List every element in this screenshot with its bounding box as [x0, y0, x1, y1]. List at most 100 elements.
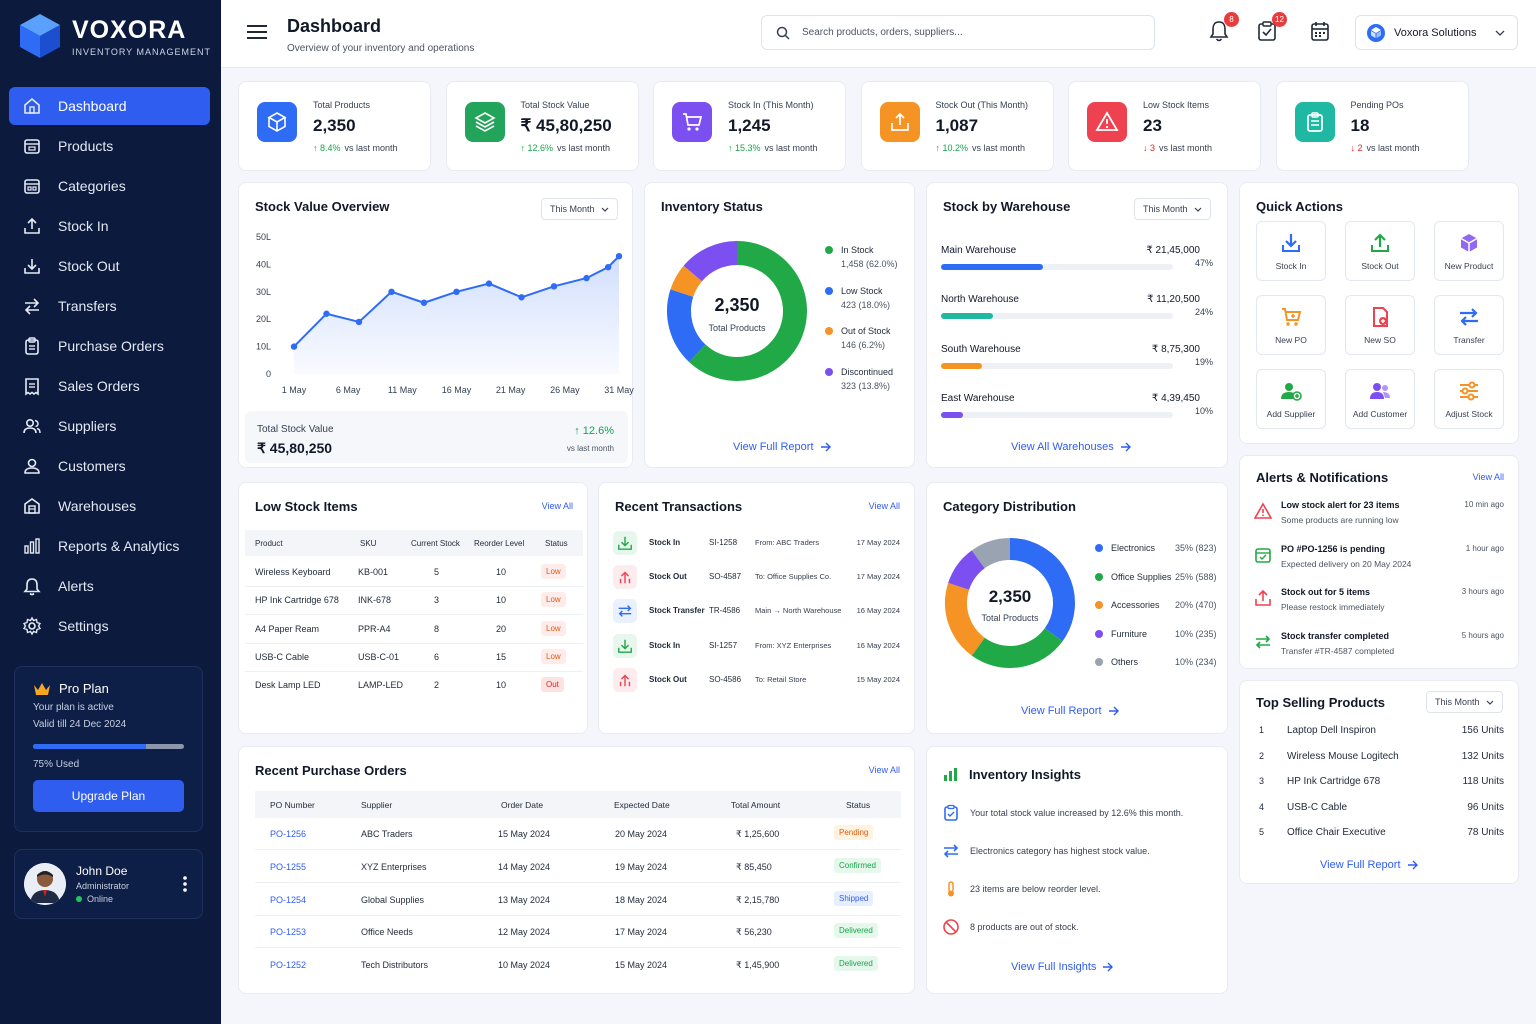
calendar-button[interactable] — [1310, 20, 1330, 47]
quick-action-transfer[interactable]: Transfer — [1434, 295, 1504, 355]
sidebar-item-label: Settings — [58, 618, 109, 634]
po-number-link[interactable]: PO-1255 — [270, 861, 307, 872]
view-full-report-link[interactable]: View Full Report — [733, 441, 832, 453]
view-full-report-link[interactable]: View Full Report — [1320, 859, 1419, 871]
units-sold: 118 Units — [1462, 776, 1504, 787]
clipboard-icon — [942, 804, 960, 822]
period-dropdown[interactable]: This Month — [541, 198, 618, 220]
search-input[interactable]: Search products, orders, suppliers... — [761, 15, 1155, 50]
stat-card-total-products[interactable]: Total Products 2,350 ↑ 8.4% vs last month — [238, 81, 431, 171]
sidebar-item-settings[interactable]: Settings — [9, 607, 210, 645]
transaction-id[interactable]: SO-4586 — [709, 674, 742, 684]
period-dropdown[interactable]: This Month — [1426, 691, 1503, 713]
stat-change: ↑ 15.3% vs last month — [728, 143, 818, 153]
sidebar-item-products[interactable]: Products — [9, 127, 210, 165]
category-donut-chart — [945, 538, 1075, 668]
notifications-button[interactable]: 8 — [1209, 12, 1239, 47]
product-name: A4 Paper Ream — [255, 623, 320, 634]
series-line — [293, 255, 620, 348]
po-number-link[interactable]: PO-1252 — [270, 960, 307, 971]
donut-center-value: 2,350 — [988, 587, 1032, 606]
transaction-id[interactable]: SI-1258 — [709, 538, 738, 547]
sidebar-item-alerts[interactable]: Alerts — [9, 567, 210, 605]
view-all-link[interactable]: View All — [1472, 472, 1504, 482]
upgrade-plan-button[interactable]: Upgrade Plan — [33, 780, 184, 812]
menu-icon[interactable] — [247, 24, 267, 40]
quick-action-adjust-stock[interactable]: Adjust Stock — [1434, 369, 1504, 429]
view-full-insights-link[interactable]: View Full Insights — [1011, 961, 1114, 973]
quick-action-add-supplier[interactable]: Add Supplier — [1256, 369, 1326, 429]
sidebar-item-suppliers[interactable]: Suppliers — [9, 407, 210, 445]
sidebar-item-sales-orders[interactable]: Sales Orders — [9, 367, 210, 405]
sidebar-item-stock-in[interactable]: Stock In — [9, 207, 210, 245]
transaction-id[interactable]: SO-4587 — [709, 572, 742, 582]
quick-action-new-po[interactable]: New PO — [1256, 295, 1326, 355]
alert-title[interactable]: Low stock alert for 23 items — [1281, 500, 1400, 510]
sidebar-item-customers[interactable]: Customers — [9, 447, 210, 485]
stat-card-stock-out-this-month[interactable]: Stock Out (This Month) 1,087 ↑ 10.2% vs las… — [860, 81, 1054, 171]
quick-action-add-customer[interactable]: Add Customer — [1345, 369, 1415, 429]
bar-chart-icon — [944, 768, 957, 781]
units-sold: 156 Units — [1461, 725, 1504, 736]
orders-button[interactable]: 12 — [1257, 12, 1287, 47]
stat-card-stock-in-this-month[interactable]: Stock In (This Month) 1,245 ↑ 15.3% vs last… — [653, 81, 846, 171]
product-name[interactable]: Office Chair Executive — [1287, 827, 1386, 838]
warehouse-bar — [941, 264, 1173, 270]
more-vertical-icon[interactable] — [178, 875, 192, 893]
po-number-link[interactable]: PO-1256 — [270, 829, 307, 839]
sidebar-item-categories[interactable]: Categories — [9, 167, 210, 205]
bell-icon — [1209, 21, 1229, 42]
warehouse-percent: 47% — [1194, 258, 1213, 268]
stat-card-pending-pos[interactable]: Pending POs 18 ↓ 2 vs last month — [1275, 81, 1469, 171]
stat-label: Total Products — [313, 100, 371, 110]
user-role: Administrator — [76, 881, 130, 891]
notification-badge: 8 — [1224, 12, 1239, 27]
donut-slice-office-supplies — [971, 627, 1063, 668]
sidebar-item-warehouses[interactable]: Warehouses — [9, 487, 210, 525]
quick-action-stock-in[interactable]: Stock In — [1256, 221, 1326, 281]
transaction-id[interactable]: SI-1257 — [709, 640, 738, 650]
sidebar-item-dashboard[interactable]: Dashboard — [9, 87, 210, 125]
donut-slice-accessories — [945, 582, 986, 656]
product-name[interactable]: USB-C Cable — [1287, 801, 1348, 813]
clipboard-icon — [1294, 102, 1335, 142]
view-all-warehouses-link[interactable]: View All Warehouses — [1011, 441, 1132, 453]
alert-title[interactable]: Stock transfer completed — [1281, 630, 1390, 641]
total-amount: ₹ 1,25,600 — [736, 829, 780, 839]
legend-swatch — [1095, 544, 1103, 552]
alert-description: Transfer #TR-4587 completed — [1281, 645, 1395, 656]
product-name[interactable]: Laptop Dell Inspiron — [1287, 725, 1376, 736]
po-number-link[interactable]: PO-1253 — [270, 927, 307, 938]
stock-out-icon — [1254, 589, 1272, 607]
alert-title[interactable]: Stock out for 5 items — [1281, 587, 1371, 597]
stat-change-value: 15.3% — [735, 143, 761, 153]
quick-action-stock-out[interactable]: Stock Out — [1345, 221, 1415, 281]
user-profile-card[interactable]: John Doe Administrator Online — [14, 849, 203, 919]
view-all-link[interactable]: View All — [868, 765, 900, 775]
sidebar-item-transfers[interactable]: Transfers — [9, 287, 210, 325]
transfer-icon — [942, 842, 960, 860]
stat-change-note: vs last month — [972, 143, 1026, 153]
sidebar-item-stock-out[interactable]: Stock Out — [9, 247, 210, 285]
quick-action-new-product[interactable]: New Product — [1434, 221, 1504, 281]
units-sold: 78 Units — [1467, 827, 1504, 838]
transaction-id[interactable]: TR-4586 — [709, 606, 741, 616]
product-name[interactable]: Wireless Mouse Logitech — [1287, 750, 1399, 762]
quick-action-new-so[interactable]: New SO — [1345, 295, 1415, 355]
sidebar-item-reports-analytics[interactable]: Reports & Analytics — [9, 527, 210, 565]
stat-card-low-stock-items[interactable]: Low Stock Items 23 ↓ 3 vs last month — [1068, 81, 1261, 171]
sidebar-item-purchase-orders[interactable]: Purchase Orders — [9, 327, 210, 365]
view-full-report-link[interactable]: View Full Report — [1021, 705, 1120, 717]
po-number-link[interactable]: PO-1254 — [270, 894, 307, 905]
organization-selector[interactable]: Voxora Solutions — [1355, 15, 1518, 50]
stat-value: 23 — [1143, 116, 1162, 135]
product-name[interactable]: HP Ink Cartridge 678 — [1287, 776, 1381, 787]
brand-subtitle: INVENTORY MANAGEMENT — [72, 46, 212, 57]
stat-card-total-stock-value[interactable]: Total Stock Value ₹ 45,80,250 ↑ 12.6% vs la… — [445, 81, 639, 171]
period-dropdown[interactable]: This Month — [1134, 198, 1211, 220]
arrow-right-icon — [1108, 706, 1119, 716]
view-all-link[interactable]: View All — [868, 501, 900, 511]
brand-logo[interactable]: VOXORA INVENTORY MANAGEMENT — [18, 12, 211, 60]
alert-title[interactable]: PO #PO-1256 is pending — [1281, 543, 1386, 554]
view-all-link[interactable]: View All — [541, 501, 573, 511]
